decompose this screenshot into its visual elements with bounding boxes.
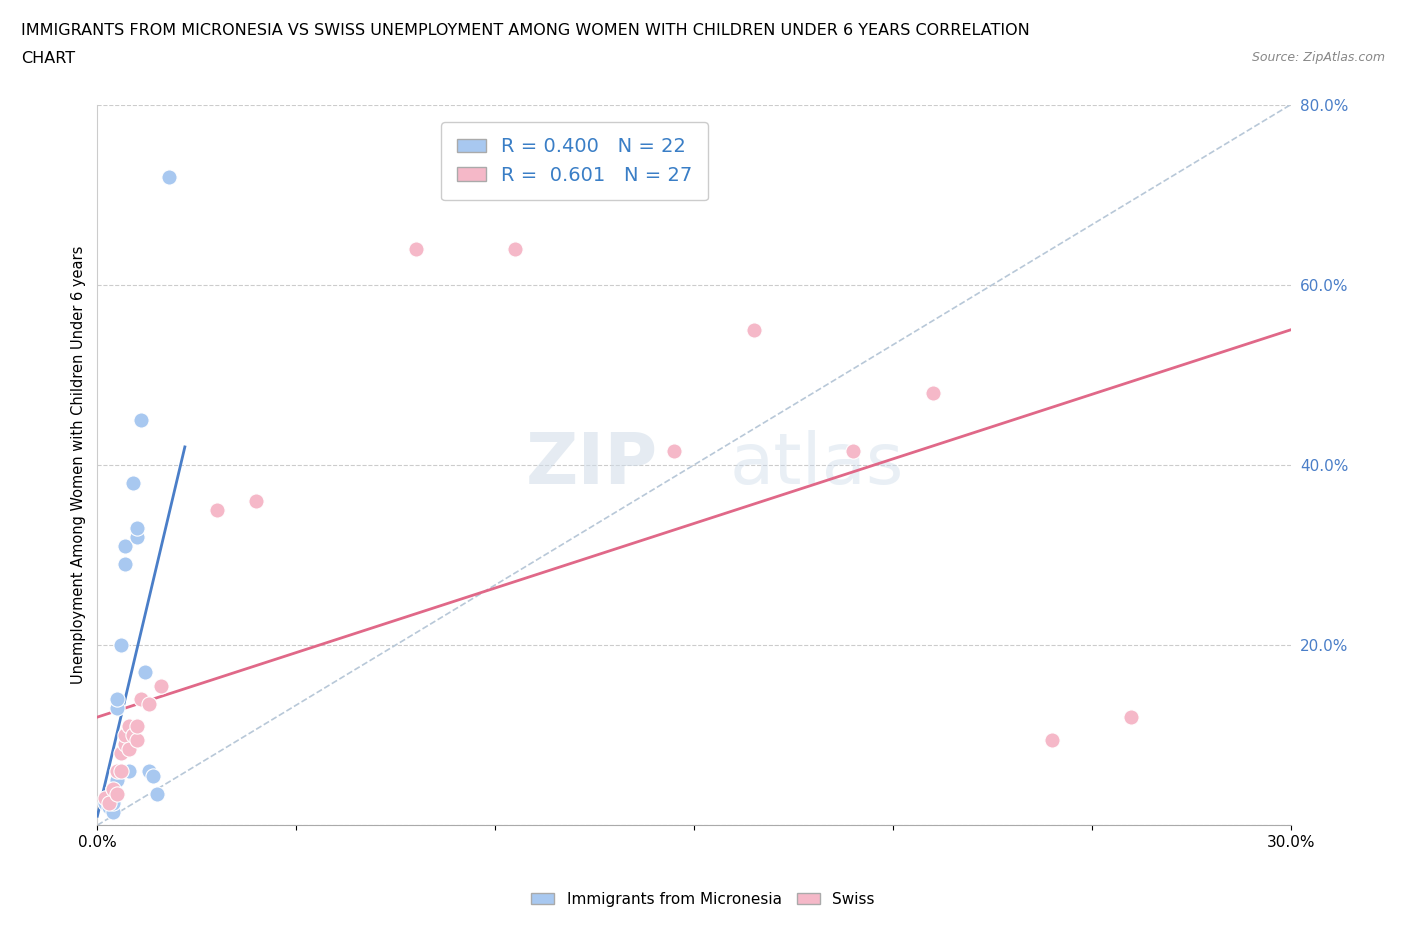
Legend: R = 0.400   N = 22, R =  0.601   N = 27: R = 0.400 N = 22, R = 0.601 N = 27 (441, 122, 709, 201)
Text: IMMIGRANTS FROM MICRONESIA VS SWISS UNEMPLOYMENT AMONG WOMEN WITH CHILDREN UNDER: IMMIGRANTS FROM MICRONESIA VS SWISS UNEM… (21, 23, 1029, 38)
Point (157, 169, 180, 184)
Point (146, 786, 169, 801)
Point (114, 727, 136, 742)
Point (127, 719, 149, 734)
Point (114, 538, 136, 553)
Point (921, 385, 943, 400)
Point (127, 521, 149, 536)
Point (127, 529, 149, 544)
Point (103, 795, 125, 810)
Point (842, 444, 865, 458)
Point (103, 782, 125, 797)
Point (110, 746, 132, 761)
Legend: Immigrants from Micronesia, Swiss: Immigrants from Micronesia, Swiss (526, 886, 880, 913)
Point (662, 444, 685, 458)
Point (110, 638, 132, 653)
Point (105, 692, 128, 707)
Point (405, 242, 427, 257)
Point (118, 741, 141, 756)
Point (245, 494, 267, 509)
Point (205, 502, 228, 517)
Point (142, 768, 165, 783)
Point (122, 727, 145, 742)
Point (103, 804, 125, 819)
Point (503, 242, 526, 257)
Point (114, 737, 136, 751)
Point (1040, 732, 1063, 747)
Text: Source: ZipAtlas.com: Source: ZipAtlas.com (1251, 51, 1385, 64)
Point (105, 700, 128, 715)
Point (138, 697, 160, 711)
Point (94, 795, 117, 810)
Text: atlas: atlas (730, 431, 904, 499)
Point (118, 719, 141, 734)
Point (118, 764, 141, 778)
Point (129, 413, 152, 428)
Point (122, 475, 145, 490)
Y-axis label: Unemployment Among Women with Children Under 6 years: Unemployment Among Women with Children U… (72, 246, 86, 684)
Point (105, 764, 128, 778)
Point (103, 782, 125, 797)
Point (1121, 710, 1143, 724)
Point (742, 323, 765, 338)
Point (98, 800, 121, 815)
Point (127, 732, 149, 747)
Point (138, 764, 160, 778)
Point (129, 692, 152, 707)
Point (114, 556, 136, 571)
Point (134, 665, 156, 680)
Point (98, 790, 121, 805)
Point (94, 790, 117, 805)
Point (105, 773, 128, 788)
Point (110, 764, 132, 778)
Point (105, 786, 128, 801)
Point (98, 795, 121, 810)
Text: CHART: CHART (21, 51, 75, 66)
Text: ZIP: ZIP (526, 431, 658, 499)
Point (150, 678, 173, 693)
